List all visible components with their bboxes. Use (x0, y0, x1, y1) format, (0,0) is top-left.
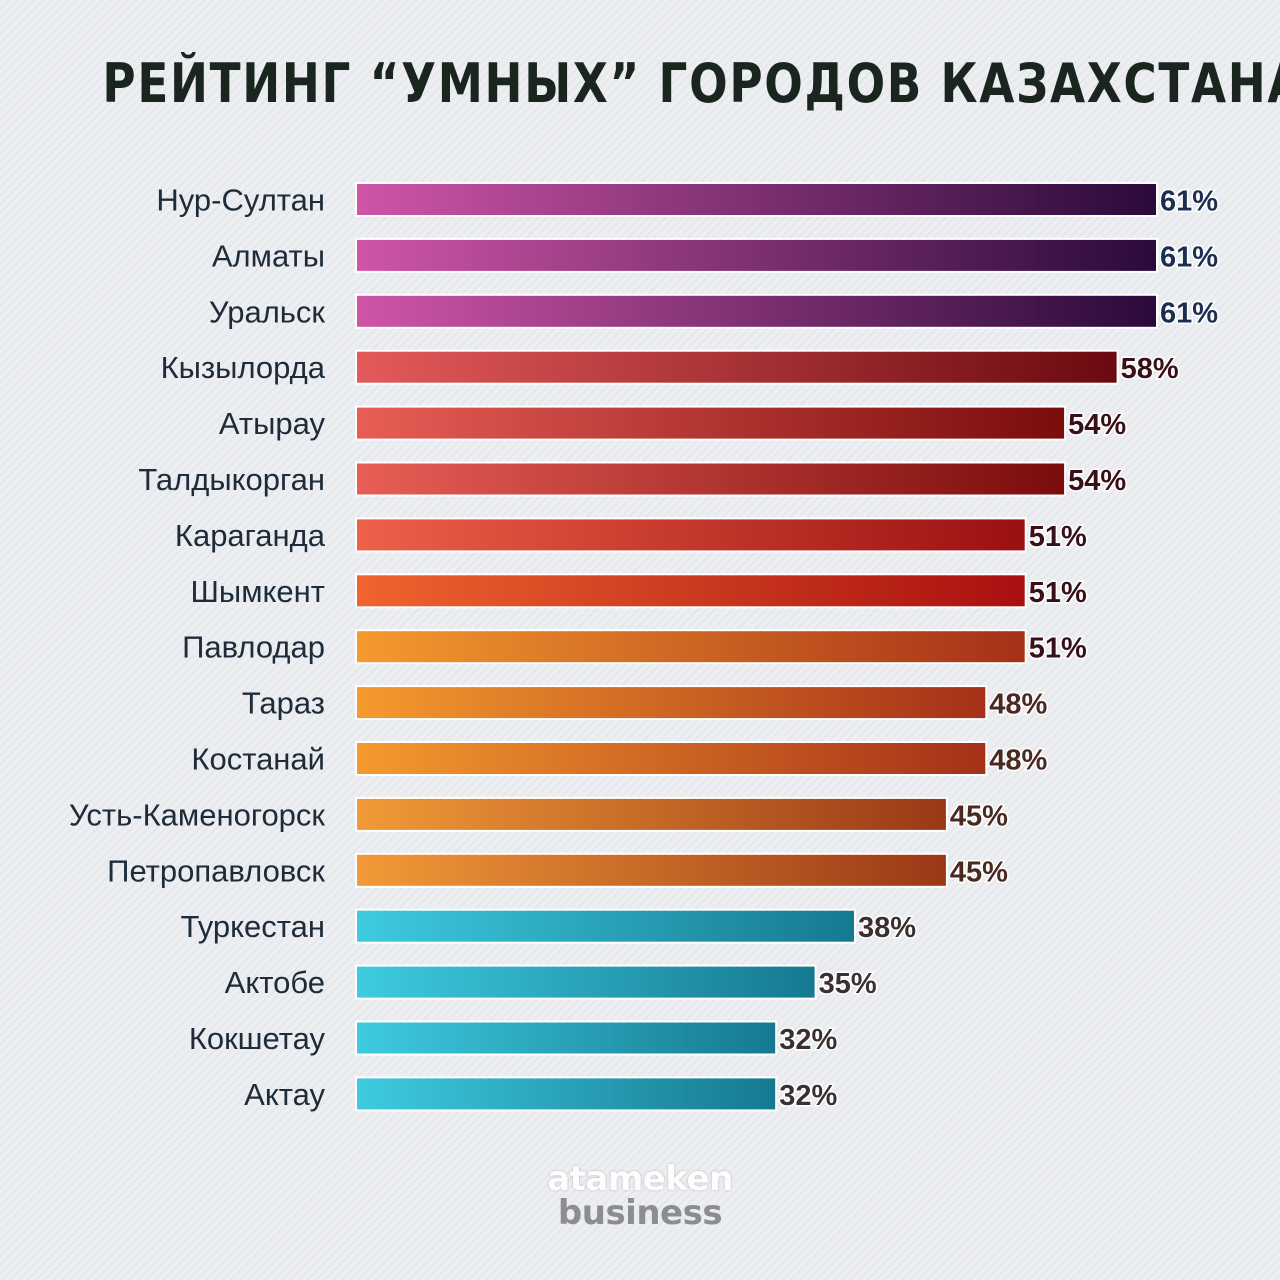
category-label: Нур-Султан (156, 183, 325, 218)
bar (355, 573, 1027, 609)
value-label: 35% (819, 968, 877, 1000)
category-label: Караганда (175, 518, 326, 553)
bar (355, 1020, 778, 1056)
bar (355, 405, 1067, 441)
value-label: 58% (1121, 353, 1179, 385)
category-label: Костанай (191, 742, 325, 777)
value-label: 32% (779, 1024, 837, 1056)
bar (355, 852, 948, 888)
logo-line-1: atameken (547, 1159, 733, 1199)
value-label: 54% (1068, 409, 1126, 441)
bar (355, 1076, 778, 1112)
bar (355, 741, 988, 776)
chart-title: РЕЙТИНГ “УМНЫХ” ГОРОДОВ КАЗАХСТАНА (102, 52, 1280, 115)
value-label: 61% (1160, 186, 1218, 218)
value-label: 51% (1029, 521, 1087, 553)
category-label: Шымкент (191, 574, 325, 609)
bar (355, 349, 1119, 385)
value-label: 38% (858, 912, 916, 944)
category-label: Кокшетау (189, 1021, 326, 1056)
value-label: 51% (1029, 633, 1087, 665)
category-label: Актобе (225, 965, 325, 1000)
category-label: Туркестан (181, 909, 325, 944)
bar (355, 182, 1158, 217)
value-label: 54% (1068, 465, 1126, 497)
value-label: 32% (779, 1080, 837, 1112)
bar (355, 964, 817, 1000)
logo-line-2: business (557, 1193, 723, 1233)
bar (355, 629, 1027, 665)
value-label: 45% (950, 856, 1008, 888)
category-label: Петропавловск (107, 853, 325, 888)
category-label: Тараз (242, 686, 325, 721)
value-label: 51% (1029, 577, 1087, 609)
bar (355, 461, 1067, 497)
bar (355, 796, 948, 832)
bar (355, 685, 988, 721)
value-label: 48% (989, 745, 1047, 777)
value-label: 48% (989, 689, 1047, 721)
value-label: 61% (1160, 297, 1218, 329)
category-label: Талдыкорган (138, 462, 325, 497)
category-label: Атырау (219, 406, 326, 441)
category-label: Кызылорда (161, 350, 326, 385)
category-label: Павлодар (182, 630, 325, 665)
category-label: Уральск (209, 294, 326, 329)
value-label: 45% (950, 800, 1008, 832)
category-label: Усть-Каменогорск (69, 797, 326, 832)
bar (355, 237, 1158, 273)
bar (355, 293, 1158, 329)
atameken-business-logo: atameken business (0, 1162, 1280, 1230)
category-label: Алматы (212, 238, 325, 273)
category-label: Актау (244, 1077, 325, 1112)
bar (355, 908, 856, 944)
bar (355, 517, 1027, 553)
value-label: 61% (1160, 241, 1218, 273)
